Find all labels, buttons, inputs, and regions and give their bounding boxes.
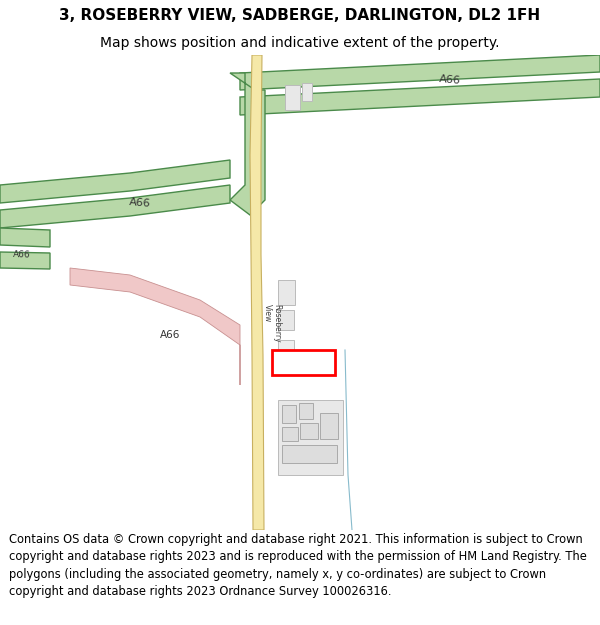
Bar [282,445,337,463]
Bar [278,280,295,305]
Text: Contains OS data © Crown copyright and database right 2021. This information is : Contains OS data © Crown copyright and d… [9,533,587,598]
Polygon shape [240,55,600,90]
Bar [300,423,318,439]
Bar [278,400,343,475]
Text: Map shows position and indicative extent of the property.: Map shows position and indicative extent… [100,36,500,50]
Bar [282,427,298,441]
Polygon shape [0,228,50,247]
Polygon shape [230,73,265,215]
Text: A66: A66 [129,197,151,209]
Text: Roseberry
View: Roseberry View [263,304,281,343]
Polygon shape [0,160,230,203]
Text: A66: A66 [439,74,461,86]
Bar [282,405,296,423]
Text: 3, ROSEBERRY VIEW, SADBERGE, DARLINGTON, DL2 1FH: 3, ROSEBERRY VIEW, SADBERGE, DARLINGTON,… [59,8,541,23]
Bar [272,350,335,375]
Polygon shape [0,185,230,228]
Polygon shape [240,79,600,115]
Polygon shape [70,268,240,385]
Polygon shape [250,55,264,530]
Bar [302,83,312,101]
Text: A66: A66 [13,250,31,260]
Bar [285,85,300,110]
Polygon shape [0,252,50,269]
Text: A66: A66 [160,330,180,340]
Bar [278,340,294,358]
Bar [320,413,338,439]
Bar [278,310,294,330]
Bar [299,403,313,419]
